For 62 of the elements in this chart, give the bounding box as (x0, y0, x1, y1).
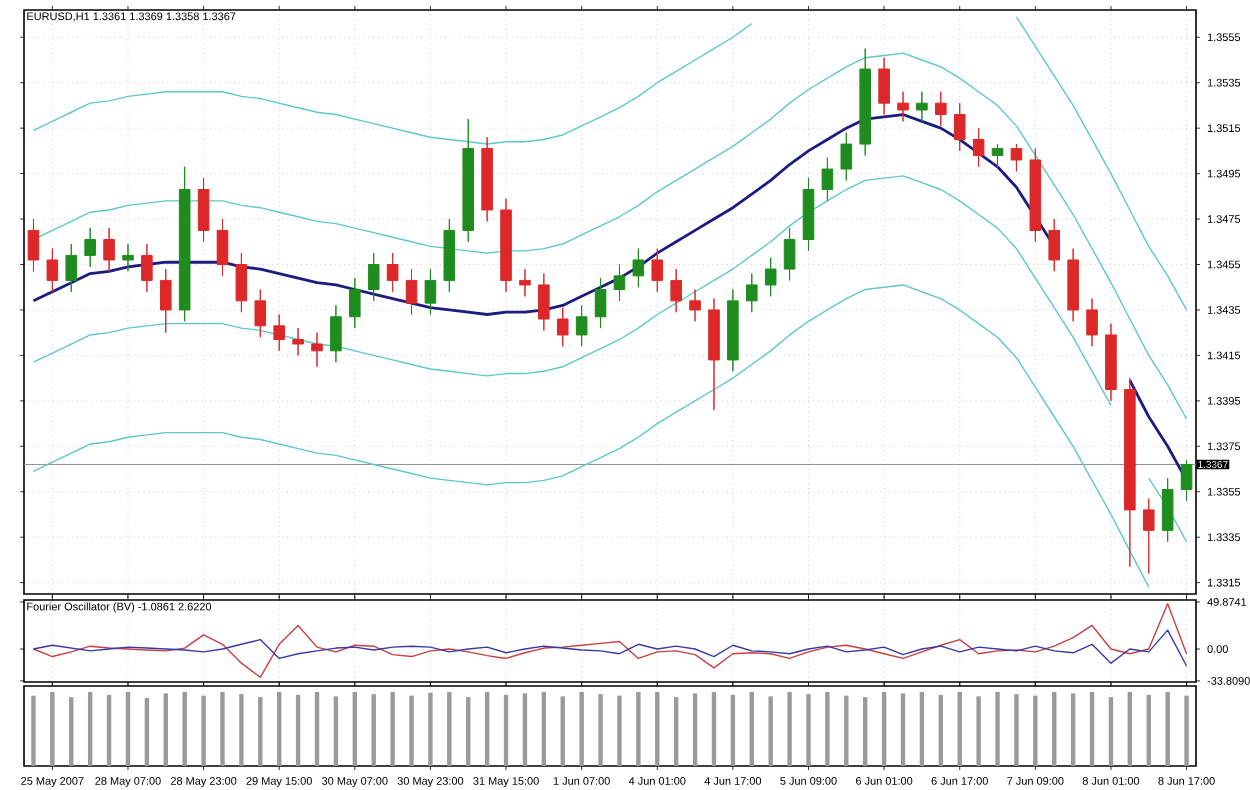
candlestick (745, 273, 758, 313)
candlestick (538, 273, 550, 331)
candlestick (802, 177, 815, 252)
candlestick (292, 327, 304, 356)
candlestick (878, 57, 890, 116)
candlestick (1105, 323, 1117, 402)
candlestick (519, 268, 531, 297)
candlestick (935, 91, 947, 127)
candlestick (1010, 143, 1023, 172)
candlestick (424, 268, 437, 315)
candlestick (386, 252, 399, 293)
candlestick (613, 264, 626, 302)
candlestick (764, 257, 777, 297)
candlestick (953, 102, 966, 152)
candlestick (84, 227, 96, 268)
candlestick (783, 227, 796, 281)
candlestick (632, 248, 645, 288)
candlestick (556, 307, 569, 347)
candlestick (103, 227, 115, 272)
candlestick (443, 218, 456, 293)
candlestick (670, 268, 682, 313)
candlestick (972, 127, 985, 168)
candlestick (1124, 377, 1136, 568)
candlestick (330, 304, 342, 363)
candlestick (481, 136, 493, 222)
candlestick (727, 288, 739, 372)
candlestick (405, 268, 418, 315)
candlestick (991, 143, 1004, 168)
candlestick (122, 243, 134, 272)
candlestick (1029, 148, 1042, 243)
candlestick (897, 91, 909, 122)
candlestick (311, 332, 323, 368)
candlestick (27, 218, 40, 272)
candlestick (349, 277, 361, 329)
candlestick (1086, 298, 1098, 347)
candlestick (651, 248, 664, 293)
candlestick (65, 243, 78, 293)
candlestick (46, 248, 59, 293)
candlestick (821, 157, 834, 202)
candlestick (916, 91, 928, 122)
candlestick (500, 198, 512, 293)
candlestick (689, 288, 701, 322)
candlestick (141, 243, 153, 293)
candlestick (1180, 459, 1193, 502)
candlestick (235, 252, 248, 313)
candlestick (462, 118, 475, 243)
candlestick (859, 48, 871, 156)
candlestick (840, 132, 853, 181)
candlestick (197, 177, 210, 243)
candlestick (1161, 477, 1174, 543)
candlestick (1142, 498, 1155, 575)
candlestick (159, 268, 172, 334)
candlestick (216, 218, 229, 277)
candlestick (594, 277, 607, 329)
candlestick (273, 313, 285, 352)
candlestick (367, 252, 380, 302)
candlestick (178, 166, 191, 322)
candlestick (708, 298, 720, 411)
candlestick (1048, 218, 1061, 272)
candlestick (254, 288, 267, 338)
candlestick (575, 304, 588, 347)
candlestick (1067, 248, 1079, 322)
